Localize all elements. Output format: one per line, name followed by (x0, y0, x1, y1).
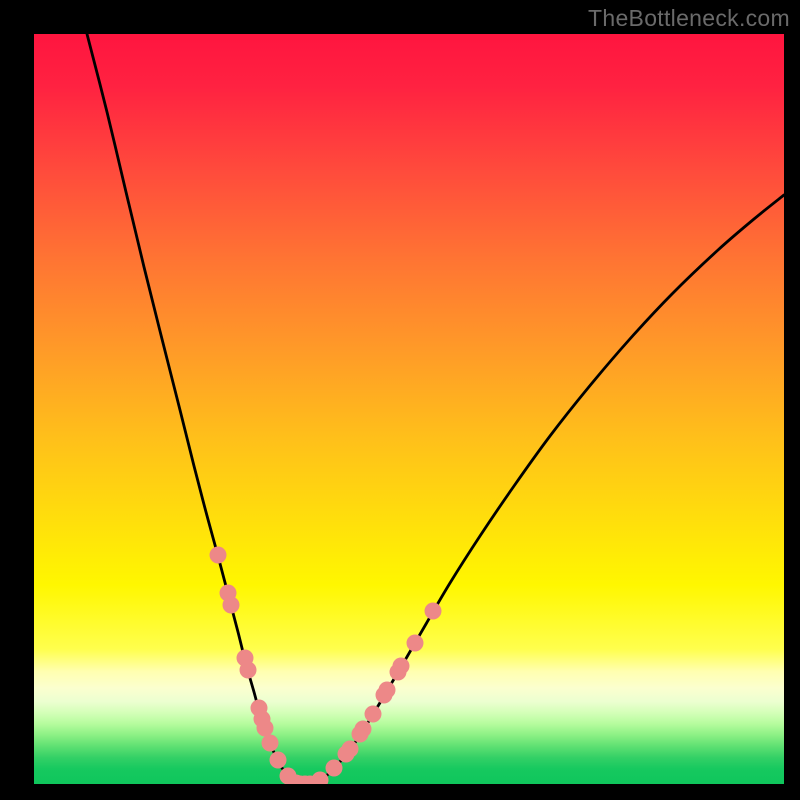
curve-marker (425, 603, 442, 620)
curve-marker (379, 682, 396, 699)
curve-marker (326, 760, 343, 777)
curve-markers (210, 547, 442, 785)
curve-marker (257, 720, 274, 737)
curve-marker (210, 547, 227, 564)
curve-marker (262, 735, 279, 752)
curve-marker (342, 741, 359, 758)
watermark-text: TheBottleneck.com (588, 5, 790, 32)
curve-marker (407, 635, 424, 652)
plot-area (34, 34, 784, 784)
bottleneck-curve-left (87, 34, 300, 784)
curve-marker (223, 597, 240, 614)
curve-marker (365, 706, 382, 723)
curve-marker (393, 658, 410, 675)
curve-marker (270, 752, 287, 769)
curve-marker (240, 662, 257, 679)
plot-svg (34, 34, 784, 784)
curve-marker (355, 721, 372, 738)
curve-marker (312, 772, 329, 785)
